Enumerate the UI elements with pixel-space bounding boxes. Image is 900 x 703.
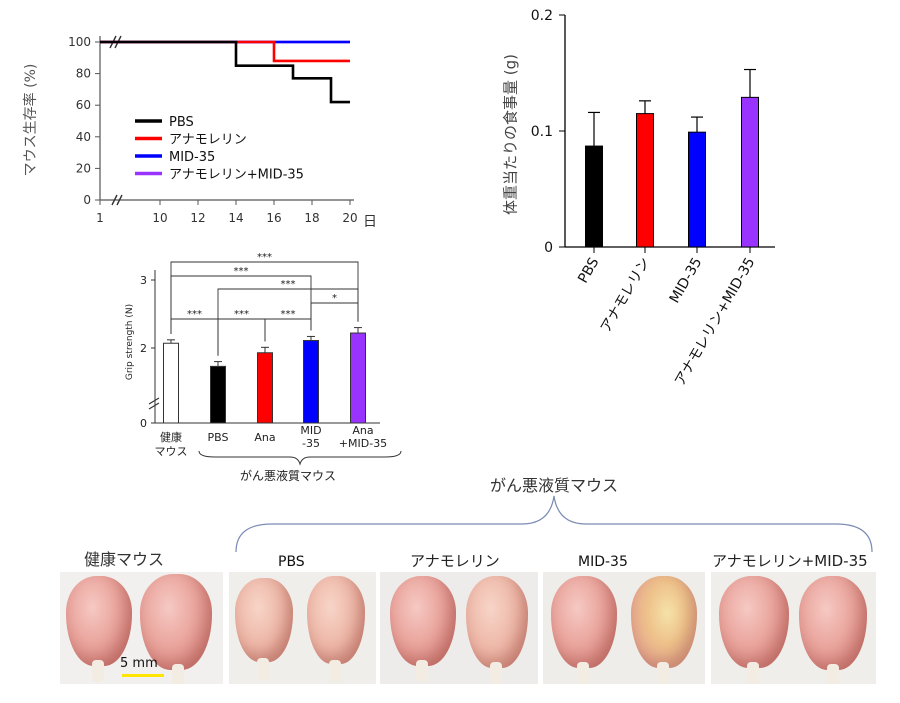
survival-line-1 xyxy=(100,40,350,63)
muscle-photo-pbs xyxy=(229,572,376,684)
photo-group-title: がん悪液質マウス xyxy=(490,476,619,495)
grip-sig-label: *** xyxy=(281,309,296,320)
survival-x-tick-label: 14 xyxy=(228,211,243,225)
photo-title-mid35: MID-35 xyxy=(578,554,628,570)
survival-chart: 0 20 40 60 80 100 1 10 12 14 16 18 20 PBS アナモレリン MID-3… xyxy=(68,35,358,225)
survival-x-tick-label: 18 xyxy=(304,211,319,225)
grip-y-tick-label: 2 xyxy=(140,342,147,355)
photo-title-combo: アナモレリン+MID-35 xyxy=(712,552,868,570)
food-y-tick-label: 0 xyxy=(544,240,553,256)
grip-sig-bracket xyxy=(217,288,359,356)
grip-group-brace xyxy=(198,450,402,466)
food-y-tick-label: 0.1 xyxy=(531,124,553,140)
grip-group-label: がん悪液質マウス xyxy=(240,469,337,483)
survival-x-unit: 日 xyxy=(363,214,377,230)
grip-cat-mid-l2: -35 xyxy=(302,437,320,450)
food-y-label: 体重当たりの食事量 (g) xyxy=(501,54,520,215)
grip-cat-healthy-l2: マウス xyxy=(154,445,188,458)
survival-x-tick-label: 16 xyxy=(266,211,281,225)
grip-cat-pbs-l1: PBS xyxy=(207,431,229,444)
survival-y-tick-label: 40 xyxy=(76,130,91,144)
grip-sig-label: *** xyxy=(257,252,272,263)
food-category-label: PBS xyxy=(575,255,602,286)
muscle-photo-anamorelin xyxy=(380,572,538,684)
survival-y-tick-label: 80 xyxy=(76,67,91,81)
survival-axes: 0 20 40 60 80 100 1 10 12 14 16 18 20 xyxy=(68,35,358,225)
photo-title-pbs: PBS xyxy=(278,554,305,570)
grip-cat-healthy-l1: 健康 xyxy=(160,431,182,444)
grip-sig-bracket xyxy=(217,318,266,356)
grip-bar-0 xyxy=(163,342,179,424)
scale-label: 5 mm xyxy=(120,656,158,671)
survival-lines xyxy=(100,40,350,104)
grip-significance: ************* *** *** xyxy=(170,252,359,356)
grip-bar-3 xyxy=(303,340,319,424)
survival-legend-label: アナモレリン+MID-35 xyxy=(169,168,304,183)
survival-y-tick-label: 60 xyxy=(76,98,91,112)
muscle-photo-mid35 xyxy=(543,572,705,684)
survival-legend: PBS アナモレリン MID-35 アナモレリン+MID-35 xyxy=(135,115,304,183)
grip-sig-label: *** xyxy=(187,309,202,320)
grip-axis-break xyxy=(148,397,160,410)
survival-legend-label: PBS xyxy=(169,115,194,130)
grip-cat-pbs: PBS xyxy=(195,431,241,445)
survival-x-tick-label: 12 xyxy=(190,211,205,225)
scale-bar xyxy=(122,674,164,677)
grip-sig-bracket xyxy=(264,318,312,342)
grip-bar-2 xyxy=(257,352,273,424)
grip-chart: 023 ************* *** *** xyxy=(140,252,380,430)
grip-y-tick-label: 3 xyxy=(140,274,147,287)
survival-y-tick-label: 20 xyxy=(76,161,91,175)
grip-y-tick-label: 0 xyxy=(140,417,147,430)
photo-title-healthy: 健康マウス xyxy=(84,550,165,569)
grip-sig-bracket xyxy=(170,261,359,334)
food-bar-1 xyxy=(636,113,654,248)
food-bar-3 xyxy=(741,96,759,248)
grip-bar-1 xyxy=(210,365,226,424)
grip-cat-mid: MID -35 xyxy=(288,424,334,450)
photo-group-brace xyxy=(235,495,873,553)
survival-legend-label: MID-35 xyxy=(169,150,215,165)
grip-cat-combo-l2: +MID-35 xyxy=(338,437,388,450)
survival-x-tick-label: 10 xyxy=(152,211,167,225)
survival-axis-break xyxy=(111,194,123,206)
grip-cat-ana-l1: Ana xyxy=(254,431,276,444)
food-category-label: アナモレリン xyxy=(598,255,654,336)
food-bar-2 xyxy=(688,131,706,248)
grip-cat-healthy: 健康 マウス xyxy=(148,431,194,459)
grip-bar-4 xyxy=(350,332,366,424)
grip-sig-label: *** xyxy=(281,279,296,290)
photo-title-anamorelin: アナモレリン xyxy=(410,552,500,570)
survival-y-tick-label: 100 xyxy=(68,35,91,49)
survival-x-tick-label: 20 xyxy=(342,211,357,225)
muscle-photo-healthy: 5 mm xyxy=(60,572,223,684)
grip-sig-bracket xyxy=(310,302,359,331)
grip-y-label: Grip strength (N) xyxy=(125,303,135,381)
grip-sig-label: *** xyxy=(234,309,249,320)
food-y-tick-label: 0.2 xyxy=(531,8,553,24)
grip-cat-ana: Ana xyxy=(242,431,288,445)
survival-legend-label: アナモレリン xyxy=(169,133,247,148)
grip-sig-label: * xyxy=(332,293,337,304)
grip-bars xyxy=(163,327,366,424)
survival-y-tick-label: 0 xyxy=(83,193,91,207)
grip-cat-combo: Ana +MID-35 xyxy=(330,424,396,450)
survival-x-tick-label: 1 xyxy=(96,211,104,225)
food-bars xyxy=(585,68,759,248)
muscle-photo-combo xyxy=(711,572,876,684)
food-category-label: MID-35 xyxy=(667,255,706,306)
grip-cat-mid-l1: MID xyxy=(300,424,322,437)
food-bar-0 xyxy=(585,145,603,248)
grip-sig-label: *** xyxy=(234,266,249,277)
survival-y-label: マウス生存率 (%) xyxy=(23,63,39,177)
grip-cat-combo-l1: Ana xyxy=(352,424,374,437)
survival-line-0 xyxy=(100,40,350,104)
